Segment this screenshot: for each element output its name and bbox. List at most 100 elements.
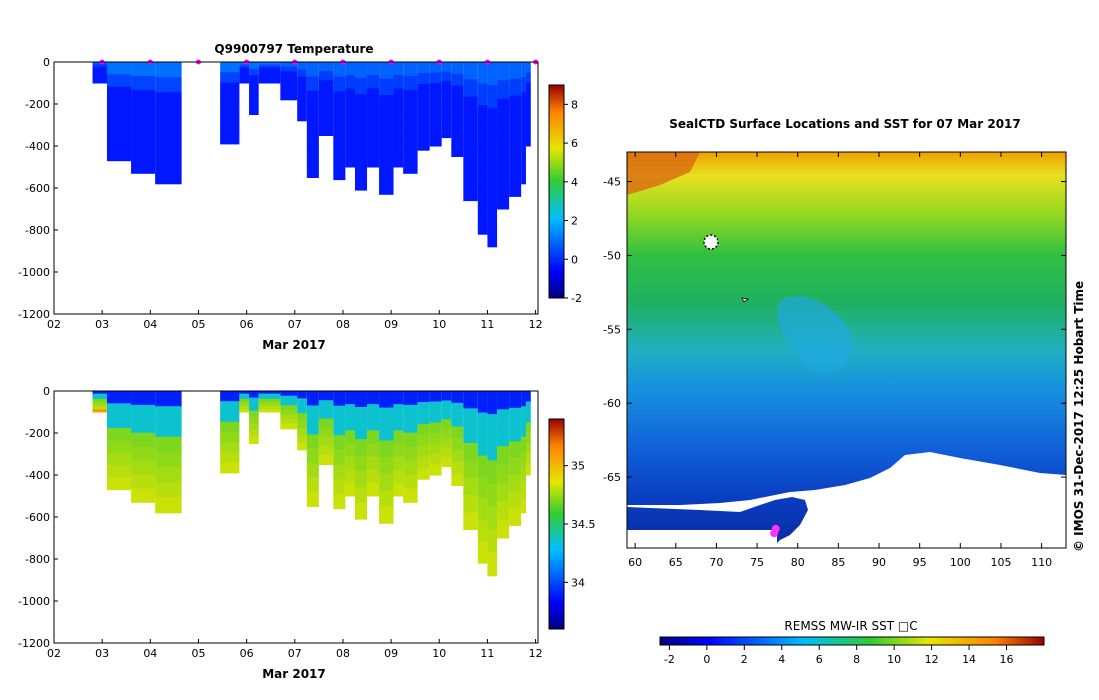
antarctica-land [627,452,1066,548]
temperature-cell [258,80,281,84]
salinity-cell [297,405,307,414]
temperature-cell [249,75,259,83]
temperature-cell [497,153,510,173]
temperature-cell [249,68,259,76]
temperature-cell [477,148,488,171]
salinity-cell [318,427,334,438]
temperature-cell [451,62,464,75]
temperature-cell [417,73,430,85]
salinity-cell [521,482,526,499]
salinity-cell [220,391,240,402]
salinity-cell [521,406,526,422]
temperature-cell [131,159,156,174]
salinity-cell [333,420,346,436]
map-x-tick-label: 70 [709,556,723,569]
salinity-cell [258,398,281,402]
temperature-cell [477,191,488,214]
salinity-cell [106,477,132,491]
map-x-tick-label: 100 [950,556,971,569]
salinity-cell [249,391,259,399]
temperature-title: Q9900797 Temperature [214,42,373,56]
salinity-cell [429,401,442,413]
temperature-cell [463,62,478,80]
salinity-cell [220,411,240,423]
salinity-cell [451,461,464,475]
salinity-cell [258,409,281,413]
temperature-cell [487,223,498,248]
map-y-tick-label: -50 [603,249,621,262]
salinity-cell [429,443,442,455]
salinity-cell [497,427,510,447]
salinity-cell [106,452,132,466]
temperature-cell [306,163,319,178]
salinity-cell [131,391,156,406]
salinity-cell [106,428,132,441]
temperature-cell [306,76,319,92]
salinity-cell [509,407,522,426]
temperature-cell [249,101,259,109]
salinity-cell [477,541,488,564]
salinity-cell [318,409,334,420]
salinity-cell [280,414,298,420]
y-tick-label: -600 [25,182,50,195]
temperature-cell [393,101,404,115]
temperature-cell [297,91,307,100]
temperature-cell [463,165,478,184]
salinity-cell [258,406,281,410]
salinity-cell [306,419,319,435]
salinity-cell [379,473,394,491]
temperature-cell [280,62,298,68]
salinity-cell [525,422,531,434]
x-tick-label: 06 [240,318,254,331]
temperature-cell [521,92,526,109]
temperature-cell [477,83,488,106]
salinity-cell [92,404,107,408]
temperature-cell [131,89,156,105]
temperature-cell [297,76,307,85]
salinity-cell [92,391,107,395]
temperature-cell [297,69,307,78]
salinity-cell [497,464,510,484]
temperature-cell [306,119,319,135]
y-tick-label: 0 [43,385,50,398]
colorbar-tick-label: -2 [571,292,582,305]
salinity-cell [451,414,464,427]
y-tick-label: -200 [25,427,50,440]
salinity-cell [333,405,346,421]
temperature-cell [345,153,355,168]
temperature-cell [239,75,250,79]
temperature-cell [297,62,307,70]
temperature-cell [239,72,250,76]
colorbar-tick-label: 34 [571,576,585,589]
seal-position-marker [770,529,779,538]
temperature-cell [345,75,355,89]
temperature-cell [131,62,156,77]
salinity-cell [477,412,488,435]
salinity-cell [239,396,250,400]
temperature-cell [525,104,531,115]
temperature-cell [509,95,522,113]
temperature-cell [379,177,394,195]
salinity-cell [497,409,510,429]
salinity-cell [525,412,531,423]
salinity-cell [131,432,156,448]
salinity-cell [521,451,526,468]
temperature-x-axis: 02 03 04 05 06 07 08 09 10 11 12 [47,310,543,331]
temperature-cell [521,107,526,124]
temperature-cell [509,146,522,164]
temperature-cell [441,80,452,91]
temperature-cell [525,125,531,136]
temperature-cell [441,109,452,120]
salinity-cell [306,434,319,450]
salinity-x-axis: 02 03 04 05 06 07 08 09 10 11 12 [47,639,543,660]
salinity-cell [92,401,107,405]
temperature-cell [258,75,281,79]
temperature-cell [220,62,240,73]
salinity-cell [393,417,404,431]
temperature-cell [525,93,531,105]
salinity-cell [92,409,107,413]
salinity-cell [477,520,488,543]
salinity-cell [306,391,319,406]
temperature-cell [155,168,182,185]
x-tick-label: 09 [384,647,398,660]
